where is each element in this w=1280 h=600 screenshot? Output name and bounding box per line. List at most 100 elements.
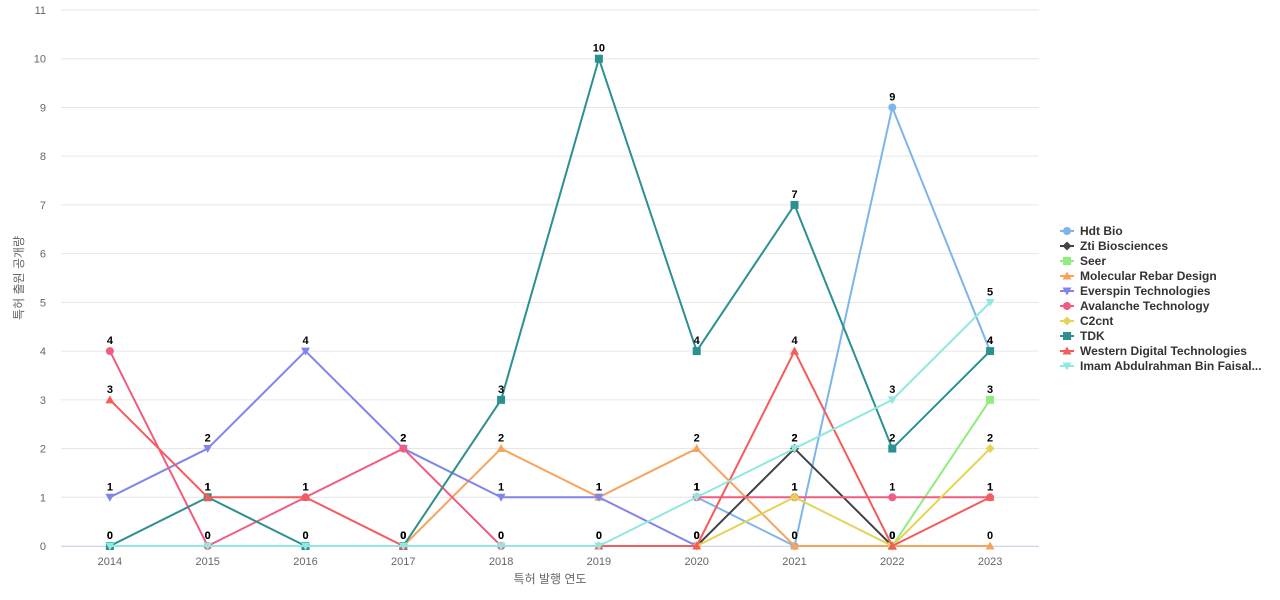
- legend-item-c2cnt[interactable]: C2cnt: [1060, 314, 1113, 328]
- y-tick-label: 11: [35, 5, 46, 17]
- data-label: 1: [987, 481, 993, 493]
- data-label: 0: [498, 530, 504, 542]
- data-label: 1: [694, 481, 700, 493]
- data-point[interactable]: [790, 346, 799, 355]
- data-point[interactable]: [105, 395, 115, 404]
- data-label: 2: [694, 433, 700, 445]
- y-tick-label: 4: [40, 346, 46, 358]
- data-point[interactable]: [399, 444, 408, 453]
- data-point[interactable]: [594, 54, 603, 63]
- legend-label: C2cnt: [1080, 314, 1113, 328]
- data-point[interactable]: [985, 541, 995, 550]
- y-axis-title: 특허 출원 공개량: [12, 236, 26, 320]
- data-label: 4: [987, 335, 994, 347]
- series-line: [108, 57, 992, 547]
- legend-item-everspin-technologies[interactable]: Everspin Technologies: [1060, 284, 1211, 298]
- data-label: 1: [596, 481, 602, 493]
- data-label: 0: [596, 530, 602, 542]
- data-label: 4: [987, 335, 994, 347]
- data-point[interactable]: [888, 444, 897, 453]
- data-point[interactable]: [496, 542, 506, 551]
- x-tick-label: 2019: [587, 556, 611, 568]
- data-point[interactable]: [497, 395, 506, 404]
- data-label: 10: [593, 43, 605, 55]
- legend-item-western-digital-technologies[interactable]: Western Digital Technologies: [1060, 344, 1247, 358]
- data-point[interactable]: [692, 444, 702, 453]
- series-imam-abdulrahman-bin-faisal[interactable]: [105, 298, 995, 551]
- data-label: 2: [400, 433, 406, 445]
- data-point[interactable]: [692, 493, 702, 502]
- data-point[interactable]: [692, 541, 702, 550]
- x-tick-label: 2014: [98, 556, 122, 568]
- data-point[interactable]: [790, 445, 799, 454]
- data-point[interactable]: [790, 200, 799, 209]
- series-line: [108, 301, 992, 547]
- data-label: 0: [694, 530, 700, 542]
- data-point[interactable]: [985, 492, 995, 501]
- series-seer[interactable]: [888, 395, 995, 550]
- legend-item-tdk[interactable]: TDK: [1060, 329, 1105, 343]
- y-tick-label: 6: [40, 249, 46, 261]
- data-point[interactable]: [301, 347, 310, 356]
- data-label: 0: [205, 530, 211, 542]
- legend-item-hdt-bio[interactable]: Hdt Bio: [1060, 224, 1123, 238]
- data-point[interactable]: [790, 541, 799, 550]
- data-point[interactable]: [496, 493, 506, 502]
- legend-item-molecular-rebar-design[interactable]: Molecular Rebar Design: [1060, 269, 1217, 283]
- data-point[interactable]: [105, 493, 115, 502]
- data-label: 0: [889, 530, 895, 542]
- data-point[interactable]: [887, 396, 897, 405]
- y-tick-label: 10: [34, 54, 46, 66]
- data-label: 0: [205, 530, 211, 542]
- data-label: 1: [302, 481, 308, 493]
- data-label: 3: [107, 384, 113, 396]
- x-tick-label: 2016: [293, 556, 317, 568]
- series-western-digital-technologies[interactable]: [105, 346, 995, 550]
- x-tick-label: 2020: [684, 556, 708, 568]
- data-point[interactable]: [105, 542, 115, 551]
- data-point[interactable]: [203, 445, 213, 454]
- data-point[interactable]: [986, 347, 995, 356]
- data-point[interactable]: [105, 347, 114, 356]
- data-point[interactable]: [985, 298, 995, 307]
- data-point[interactable]: [986, 395, 995, 404]
- data-point[interactable]: [203, 492, 213, 501]
- data-label: 1: [302, 481, 308, 493]
- data-label: 0: [889, 530, 895, 542]
- data-label: 1: [107, 481, 113, 493]
- data-point[interactable]: [888, 493, 897, 502]
- data-point[interactable]: [398, 542, 408, 551]
- data-point[interactable]: [594, 493, 604, 502]
- data-point[interactable]: [790, 492, 799, 502]
- data-point[interactable]: [985, 444, 995, 454]
- data-point[interactable]: [594, 542, 604, 551]
- legend-symbol: [1062, 287, 1072, 296]
- data-point[interactable]: [888, 103, 897, 112]
- data-label: 0: [791, 530, 797, 542]
- data-point[interactable]: [301, 542, 310, 551]
- legend-symbol: [1063, 227, 1071, 235]
- data-point[interactable]: [496, 444, 506, 453]
- y-tick-label: 7: [40, 200, 46, 212]
- data-label: 0: [498, 530, 504, 542]
- legend-item-avalanche-technology[interactable]: Avalanche Technology: [1060, 299, 1210, 313]
- data-point[interactable]: [692, 347, 701, 356]
- data-label: 4: [302, 335, 309, 347]
- x-tick-label: 2015: [195, 556, 219, 568]
- legend-item-imam-abdulrahman-bin-faisal[interactable]: Imam Abdulrahman Bin Faisal...: [1060, 359, 1262, 373]
- legend-item-zti-biosciences[interactable]: Zti Biosciences: [1060, 239, 1168, 253]
- data-label: 1: [205, 481, 211, 493]
- data-point[interactable]: [887, 541, 897, 550]
- data-label: 3: [987, 384, 993, 396]
- y-tick-label: 3: [40, 395, 46, 407]
- data-label: 0: [107, 530, 113, 542]
- data-label: 0: [107, 530, 113, 542]
- data-label: 1: [694, 481, 700, 493]
- data-point[interactable]: [203, 542, 213, 551]
- data-label: 7: [791, 189, 797, 201]
- legend-item-seer[interactable]: Seer: [1060, 254, 1106, 268]
- data-point[interactable]: [301, 492, 310, 501]
- data-label: 0: [889, 530, 895, 542]
- data-label: 4: [694, 335, 701, 347]
